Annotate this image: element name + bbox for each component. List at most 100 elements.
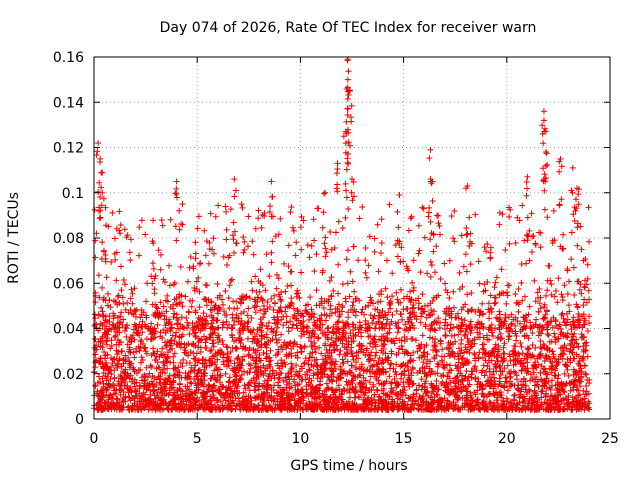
data-point — [366, 233, 373, 240]
data-point — [213, 317, 220, 324]
data-point — [523, 355, 530, 362]
data-point — [512, 343, 519, 350]
data-point — [99, 189, 106, 196]
data-point — [288, 384, 295, 391]
data-point — [393, 351, 400, 358]
data-point — [575, 353, 582, 360]
data-point — [406, 374, 413, 381]
data-point — [214, 281, 221, 288]
data-point — [317, 381, 324, 388]
data-point — [295, 372, 302, 379]
data-point — [331, 406, 338, 413]
data-point — [125, 373, 132, 380]
data-point — [510, 396, 517, 403]
data-point — [420, 359, 427, 366]
data-point — [346, 367, 353, 374]
data-point — [552, 316, 559, 323]
data-point — [380, 390, 387, 397]
data-point — [547, 277, 554, 284]
data-point — [352, 324, 359, 331]
data-point — [513, 332, 520, 339]
data-point — [261, 390, 268, 397]
data-point — [258, 224, 265, 231]
data-point — [206, 239, 213, 246]
data-point — [427, 312, 434, 319]
data-point — [104, 290, 111, 297]
data-point — [333, 335, 340, 342]
data-point — [406, 316, 413, 323]
data-point — [480, 288, 487, 295]
data-point — [377, 396, 384, 403]
data-point — [214, 325, 221, 332]
data-point — [273, 285, 280, 292]
data-point — [230, 380, 237, 387]
data-point — [373, 349, 380, 356]
data-point — [397, 405, 404, 412]
data-point — [331, 388, 338, 395]
data-point — [347, 114, 354, 121]
data-point — [584, 327, 591, 334]
data-point — [283, 351, 290, 358]
data-point — [437, 338, 444, 345]
data-point — [349, 278, 356, 285]
data-point — [482, 357, 489, 364]
data-point — [496, 318, 503, 325]
data-point — [506, 213, 513, 220]
data-point — [150, 388, 157, 395]
data-point — [487, 390, 494, 397]
data-point — [116, 208, 123, 215]
data-point — [407, 288, 414, 295]
data-point — [419, 291, 426, 298]
data-point — [322, 340, 329, 347]
data-point — [456, 269, 463, 276]
data-point — [522, 378, 529, 385]
data-point — [479, 300, 486, 307]
data-point — [119, 294, 126, 301]
data-point — [171, 338, 178, 345]
data-point — [445, 346, 452, 353]
data-point — [209, 353, 216, 360]
data-point — [455, 359, 462, 366]
data-point — [246, 345, 253, 352]
data-point — [97, 214, 104, 221]
data-point — [280, 322, 287, 329]
data-point — [322, 234, 329, 241]
data-point — [148, 320, 155, 327]
data-point — [182, 374, 189, 381]
data-point — [428, 306, 435, 313]
data-point — [504, 374, 511, 381]
data-point — [543, 308, 550, 315]
data-point — [464, 291, 471, 298]
data-point — [445, 350, 452, 357]
data-point — [281, 339, 288, 346]
data-point — [308, 313, 315, 320]
data-point — [195, 339, 202, 346]
data-point — [542, 406, 549, 413]
data-point — [172, 301, 179, 308]
data-point — [342, 330, 349, 337]
data-point — [392, 368, 399, 375]
data-point — [242, 344, 249, 351]
data-point — [168, 385, 175, 392]
data-point — [486, 315, 493, 322]
data-point — [537, 305, 544, 312]
data-point — [508, 381, 515, 388]
data-point — [522, 324, 529, 331]
data-point — [568, 256, 575, 263]
data-point — [189, 297, 196, 304]
data-point — [245, 318, 252, 325]
data-point — [364, 328, 371, 335]
data-point — [173, 341, 180, 348]
data-point — [281, 260, 288, 267]
data-point — [257, 266, 264, 273]
data-point — [375, 268, 382, 275]
data-point — [279, 387, 286, 394]
data-point — [332, 229, 339, 236]
data-point — [371, 248, 378, 255]
data-point — [105, 406, 112, 413]
data-point — [210, 385, 217, 392]
data-point — [431, 339, 438, 346]
data-point — [353, 295, 360, 302]
data-point — [365, 302, 372, 309]
data-point — [222, 397, 229, 404]
